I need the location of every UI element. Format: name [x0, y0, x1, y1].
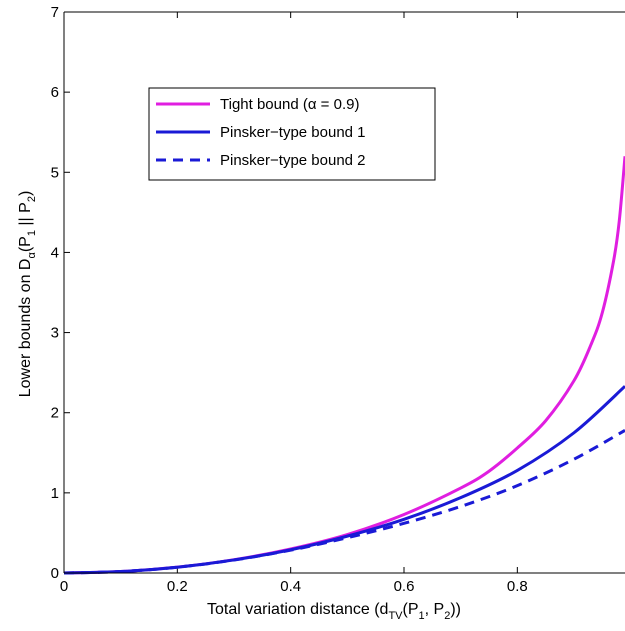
y-axis-label: Lower bounds on Dα(P1 || P2): [17, 191, 38, 398]
x-axis-label: Total variation distance (dTV(P1, P2)): [207, 601, 461, 622]
x-tick-label: 0: [60, 578, 68, 595]
x-tick-label: 0.4: [280, 578, 301, 595]
y-tick-label: 6: [51, 84, 59, 101]
y-tick-label: 7: [51, 4, 59, 21]
y-tick-label: 0: [51, 565, 59, 582]
x-tick-label: 0.2: [167, 578, 188, 595]
y-tick-label: 3: [51, 325, 59, 342]
y-tick-label: 2: [51, 405, 59, 422]
x-tick-label: 0.6: [394, 578, 415, 595]
series-pinsker-bound-2: [63, 429, 625, 575]
axis-tick-labels: 0 0.2 0.4 0.6 0.8 0 1 2 3 4 5 6 7: [51, 4, 528, 595]
legend-label: Pinsker−type bound 1: [220, 124, 366, 141]
y-tick-label: 4: [51, 244, 59, 261]
legend: Tight bound (α = 0.9) Pinsker−type bound …: [148, 87, 436, 181]
series-layer: [63, 156, 625, 575]
y-tick-label: 5: [51, 164, 59, 181]
legend-label: Tight bound (α = 0.9): [220, 96, 359, 113]
legend-label: Pinsker−type bound 2: [220, 152, 366, 169]
x-tick-label: 0.8: [507, 578, 528, 595]
series-pinsker-bound-1: [63, 385, 625, 575]
y-tick-label: 1: [51, 485, 59, 502]
